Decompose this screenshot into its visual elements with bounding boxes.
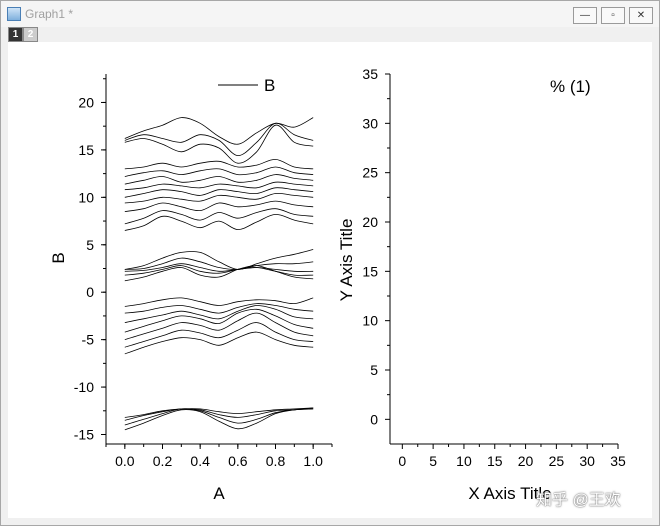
right-x-tick-label: 15	[487, 453, 503, 469]
title-bar[interactable]: Graph1 * — ▫ ✕	[1, 1, 659, 27]
right-plot-title: % (1)	[550, 77, 591, 96]
left-x-tick-label: 0.8	[266, 453, 286, 469]
data-series-line	[124, 181, 314, 191]
minimize-button[interactable]: —	[573, 7, 597, 24]
left-x-tick-label: 0.2	[153, 453, 173, 469]
right-x-tick-label: 0	[398, 453, 406, 469]
data-series-line	[124, 257, 314, 270]
right-y-tick-label: 5	[370, 362, 378, 378]
data-series-line	[124, 122, 314, 157]
window-title: Graph1 *	[25, 7, 74, 21]
data-series-line	[124, 166, 314, 177]
left-y-axis-label: B	[49, 252, 68, 263]
data-series-line	[124, 265, 314, 282]
right-x-tick-label: 30	[579, 453, 595, 469]
left-y-tick-label: 10	[78, 189, 94, 205]
right-y-tick-label: 25	[362, 165, 378, 181]
left-y-tick-label: -10	[74, 379, 94, 395]
right-y-tick-label: 30	[362, 115, 378, 131]
right-y-tick-label: 10	[362, 313, 378, 329]
data-series-line	[124, 187, 314, 198]
data-series-line	[124, 297, 314, 307]
data-series-line	[124, 200, 314, 212]
left-x-tick-label: 0.4	[190, 453, 210, 469]
graph-canvas: 0.0 0.2 0.4 0.6 0.8 1.0 -15 -10 -5 0 5 10 15 20 A B B 0 5 1…	[8, 42, 652, 518]
left-y-tick-label: -5	[82, 332, 95, 348]
data-series-line	[124, 322, 314, 348]
right-x-tick-label: 5	[429, 453, 437, 469]
data-series-line	[124, 312, 314, 340]
graph-window-icon	[7, 7, 21, 21]
right-x-axis-label: X Axis Title	[468, 484, 551, 503]
layer-tab-2[interactable]: 2	[23, 27, 38, 42]
data-series-line	[124, 308, 314, 333]
right-y-tick-label: 35	[362, 66, 378, 82]
right-x-tick-label: 20	[518, 453, 534, 469]
left-x-tick-label: 0.0	[115, 453, 135, 469]
data-series-line	[124, 124, 314, 164]
left-y-tick-label: 5	[86, 237, 94, 253]
data-series-line	[124, 213, 314, 231]
left-y-tick-label: 0	[86, 284, 94, 300]
data-series-line	[124, 265, 314, 276]
restore-button[interactable]: ▫	[601, 7, 625, 24]
data-series-line	[124, 192, 314, 204]
right-y-tick-label: 15	[362, 263, 378, 279]
left-x-tick-label: 1.0	[303, 453, 323, 469]
data-series-line	[124, 208, 314, 225]
left-x-axis-label: A	[213, 484, 225, 503]
graph-svg: 0.0 0.2 0.4 0.6 0.8 1.0 -15 -10 -5 0 5 10 15 20 A B B 0 5 1…	[49, 66, 626, 503]
data-series-line	[124, 331, 314, 355]
left-x-tick-label: 0.6	[228, 453, 248, 469]
data-series-line	[124, 407, 314, 418]
layer-tab-1[interactable]: 1	[8, 27, 23, 42]
watermark: 知乎 @王欢	[536, 492, 621, 509]
right-y-tick-label: 20	[362, 214, 378, 230]
data-series-line	[124, 408, 314, 426]
data-series-line	[124, 263, 314, 272]
close-button[interactable]: ✕	[629, 7, 653, 24]
left-y-tick-label: -15	[74, 427, 94, 443]
data-series-line	[124, 249, 314, 270]
right-y-tick-label: 0	[370, 411, 378, 427]
legend-entry: B	[264, 76, 275, 95]
left-y-tick-label: 15	[78, 142, 94, 158]
data-series-line	[124, 303, 314, 314]
data-series-line	[124, 174, 314, 185]
data-series-line	[124, 158, 314, 170]
data-series-line	[124, 407, 314, 421]
right-x-tick-label: 10	[456, 453, 472, 469]
right-y-axis-label: Y Axis Title	[337, 219, 356, 302]
right-x-tick-label: 35	[610, 453, 626, 469]
data-series-line	[124, 305, 314, 323]
data-series-line	[124, 408, 314, 431]
data-series-line	[124, 117, 314, 145]
left-y-tick-label: 20	[78, 94, 94, 110]
right-x-tick-label: 25	[549, 453, 565, 469]
